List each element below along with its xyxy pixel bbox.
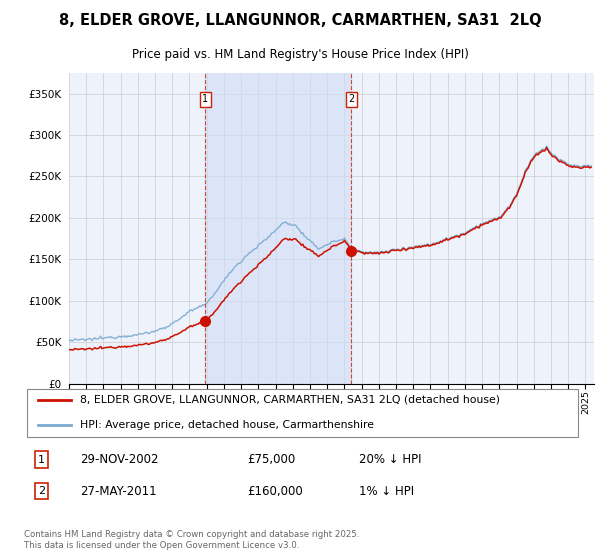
Text: £75,000: £75,000 — [247, 453, 295, 466]
Text: Price paid vs. HM Land Registry's House Price Index (HPI): Price paid vs. HM Land Registry's House … — [131, 48, 469, 61]
Text: 1: 1 — [38, 455, 45, 465]
FancyBboxPatch shape — [27, 389, 578, 437]
Text: 20% ↓ HPI: 20% ↓ HPI — [359, 453, 421, 466]
Text: 27-MAY-2011: 27-MAY-2011 — [80, 484, 157, 497]
Text: £160,000: £160,000 — [247, 484, 303, 497]
Text: HPI: Average price, detached house, Carmarthenshire: HPI: Average price, detached house, Carm… — [80, 419, 374, 430]
Text: Contains HM Land Registry data © Crown copyright and database right 2025.
This d: Contains HM Land Registry data © Crown c… — [24, 530, 359, 550]
Text: 1: 1 — [202, 94, 208, 104]
Text: 1% ↓ HPI: 1% ↓ HPI — [359, 484, 414, 497]
Text: 8, ELDER GROVE, LLANGUNNOR, CARMARTHEN, SA31 2LQ (detached house): 8, ELDER GROVE, LLANGUNNOR, CARMARTHEN, … — [80, 395, 500, 405]
Text: 8, ELDER GROVE, LLANGUNNOR, CARMARTHEN, SA31  2LQ: 8, ELDER GROVE, LLANGUNNOR, CARMARTHEN, … — [59, 13, 541, 28]
Text: 29-NOV-2002: 29-NOV-2002 — [80, 453, 158, 466]
Text: 2: 2 — [38, 486, 45, 496]
Bar — [205, 73, 352, 384]
Text: 2: 2 — [349, 94, 355, 104]
